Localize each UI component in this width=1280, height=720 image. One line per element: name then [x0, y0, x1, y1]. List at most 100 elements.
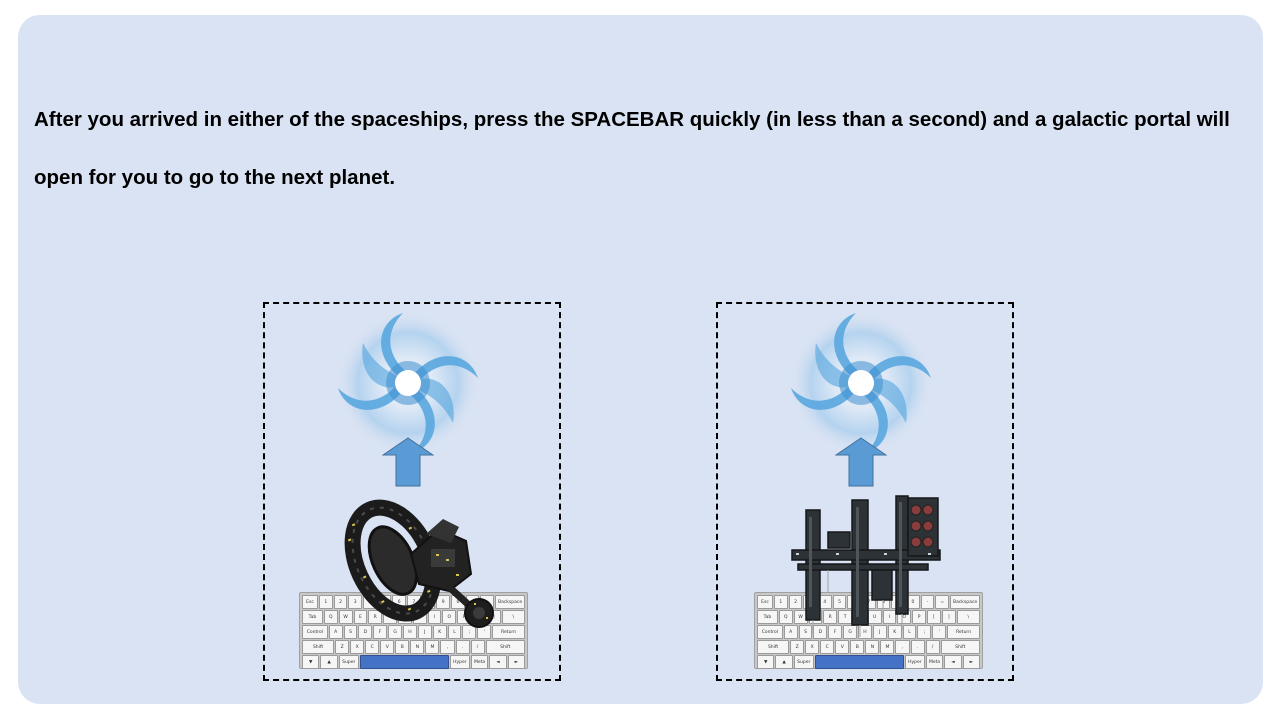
key-meta: Meta: [925, 655, 944, 669]
key: C: [820, 640, 835, 654]
key: V: [835, 640, 850, 654]
key: 5: [832, 595, 847, 609]
key: F: [373, 625, 388, 639]
key-right: ►: [962, 655, 981, 669]
key: 2: [788, 595, 803, 609]
key-shift: Shift: [940, 640, 980, 654]
key: G: [843, 625, 858, 639]
key-tab: Tab: [302, 610, 323, 624]
key: S: [798, 625, 813, 639]
key: S: [343, 625, 358, 639]
key-down: ▼: [757, 655, 775, 669]
right-spaceship-panel: Esc 1 2 3 4 5 6 7 8 9 0 - = Backspace Ta…: [716, 302, 1014, 681]
key: O: [442, 610, 457, 624]
galactic-portal-icon: [789, 311, 933, 455]
galactic-portal-icon: [336, 311, 480, 455]
key-shift: Shift: [757, 640, 790, 654]
key: ': [932, 625, 947, 639]
key: 3: [348, 595, 363, 609]
key: L: [447, 625, 462, 639]
key: N: [865, 640, 880, 654]
key: 9: [436, 595, 451, 609]
key-return: Return: [947, 625, 980, 639]
key: \: [956, 610, 980, 624]
key: Q: [778, 610, 793, 624]
key: [: [927, 610, 941, 624]
instruction-text: After you arrived in either of the space…: [34, 108, 1230, 189]
key: K: [887, 625, 902, 639]
key: A: [328, 625, 343, 639]
key: H: [403, 625, 417, 639]
key: A: [783, 625, 798, 639]
up-arrow-icon: [835, 437, 887, 487]
key: Q: [323, 610, 338, 624]
key-hyper: Hyper: [904, 655, 925, 669]
key: K: [432, 625, 447, 639]
key: W: [338, 610, 353, 624]
key: /: [470, 640, 485, 654]
left-spaceship-panel: Esc 1 2 3 4 5 6 7 8 9 0 - = Backspace Ta…: [263, 302, 561, 681]
key-control: Control: [302, 625, 328, 639]
key-shift: Shift: [485, 640, 525, 654]
key: .: [455, 640, 470, 654]
key-spacebar: [359, 655, 449, 669]
key: /: [925, 640, 940, 654]
key: I: [427, 610, 442, 624]
key: D: [813, 625, 828, 639]
key: J: [417, 625, 432, 639]
key-esc: Esc: [302, 595, 318, 609]
key: 1: [774, 595, 788, 609]
key: M: [880, 640, 895, 654]
key-down: ▼: [302, 655, 320, 669]
key: Z: [790, 640, 805, 654]
key: V: [380, 640, 395, 654]
key: R: [368, 610, 383, 624]
key: B: [395, 640, 410, 654]
key: ,: [440, 640, 455, 654]
key: J: [872, 625, 887, 639]
key: B: [850, 640, 865, 654]
key-super: Super: [793, 655, 814, 669]
key: ]: [941, 610, 956, 624]
key-esc: Esc: [757, 595, 773, 609]
key-control: Control: [757, 625, 783, 639]
key: =: [935, 595, 950, 609]
key: ;: [462, 625, 477, 639]
key-right: ►: [507, 655, 526, 669]
up-arrow-icon: [382, 437, 434, 487]
key: ;: [917, 625, 932, 639]
key-left: ◄: [489, 655, 507, 669]
key: L: [902, 625, 917, 639]
key: E: [353, 610, 368, 624]
key: X: [805, 640, 820, 654]
key: D: [358, 625, 373, 639]
keyboard-row-5: ▼ ▲ Super Hyper Meta ◄ ►: [302, 655, 526, 669]
key: \: [501, 610, 525, 624]
key: .: [910, 640, 925, 654]
key-left: ◄: [944, 655, 962, 669]
key: Z: [335, 640, 350, 654]
key-backspace: Backspace: [950, 595, 981, 609]
key: P: [912, 610, 927, 624]
key: 2: [333, 595, 348, 609]
key-meta: Meta: [470, 655, 489, 669]
key-hyper: Hyper: [449, 655, 470, 669]
key: X: [350, 640, 365, 654]
slide-background: After you arrived in either of the space…: [18, 15, 1263, 704]
key-up: ▲: [320, 655, 338, 669]
ring-station-icon: [344, 499, 494, 628]
key-super: Super: [338, 655, 359, 669]
key: ,: [895, 640, 910, 654]
key: M: [425, 640, 440, 654]
key: G: [388, 625, 403, 639]
keyboard-row-5: ▼ ▲ Super Hyper Meta ◄ ►: [757, 655, 981, 669]
keyboard-row-3: Control A S D F G H J K L ; ' Return: [302, 625, 525, 639]
keyboard-row-4: Shift Z X C V B N M , . / Shift: [302, 640, 525, 654]
key-spacebar: [814, 655, 904, 669]
key: -: [920, 595, 935, 609]
key-up: ▲: [775, 655, 793, 669]
key: 1: [319, 595, 333, 609]
key: R: [823, 610, 838, 624]
keyboard-row-4: Shift Z X C V B N M , . / Shift: [757, 640, 980, 654]
key: N: [410, 640, 425, 654]
